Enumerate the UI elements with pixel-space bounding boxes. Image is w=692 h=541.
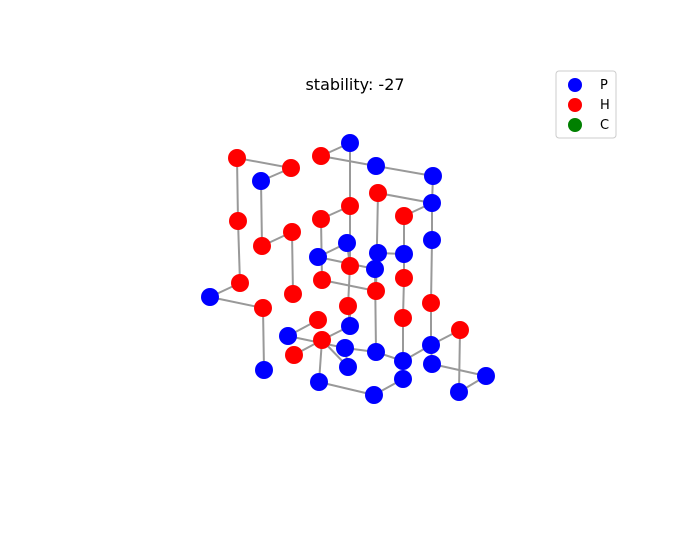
- atom-p: [450, 383, 468, 401]
- bond-line: [430, 239, 433, 304]
- bond-line: [237, 220, 241, 284]
- bond-line: [236, 157, 292, 169]
- legend-entry-h: H: [568, 98, 610, 113]
- atom-h: [282, 159, 300, 177]
- legend-label-p: P: [600, 78, 608, 93]
- bond-line: [260, 180, 263, 247]
- atom-p: [341, 134, 359, 152]
- atom-p: [367, 157, 385, 175]
- bond-line: [431, 363, 487, 377]
- atom-p: [279, 327, 297, 345]
- bond-line: [291, 231, 294, 295]
- atom-h: [283, 223, 301, 241]
- atom-h: [312, 210, 330, 228]
- atom-p: [366, 260, 384, 278]
- atom-h: [253, 237, 271, 255]
- bond-line: [458, 329, 461, 393]
- bond-line: [236, 157, 239, 222]
- legend-entry-p: P: [568, 78, 608, 93]
- legend-entry-c: C: [568, 118, 609, 133]
- atom-p: [394, 352, 412, 370]
- atom-p: [341, 317, 359, 335]
- atom-p: [395, 245, 413, 263]
- atom-h: [395, 207, 413, 225]
- bond-line: [209, 296, 264, 309]
- atom-h: [341, 257, 359, 275]
- atom-p: [423, 194, 441, 212]
- atom-p: [252, 172, 270, 190]
- atom-h: [341, 197, 359, 215]
- atoms: [201, 134, 495, 404]
- bond-line: [377, 192, 433, 204]
- plot-title: stability: -27: [305, 75, 404, 94]
- atom-p: [424, 167, 442, 185]
- atom-p: [255, 361, 273, 379]
- atom-p: [423, 231, 441, 249]
- atom-h: [339, 297, 357, 315]
- atom-h: [285, 346, 303, 364]
- atom-h: [394, 309, 412, 327]
- bond-line: [374, 268, 377, 353]
- atom-p: [477, 367, 495, 385]
- atom-p: [309, 248, 327, 266]
- bond-line: [318, 381, 375, 396]
- bond-line: [262, 307, 265, 371]
- atom-h: [395, 269, 413, 287]
- atom-p: [422, 336, 440, 354]
- atom-h: [422, 294, 440, 312]
- atom-h: [231, 274, 249, 292]
- atom-p: [336, 339, 354, 357]
- atom-h: [228, 149, 246, 167]
- atom-h: [309, 311, 327, 329]
- bond-line: [320, 155, 377, 167]
- atom-p: [394, 370, 412, 388]
- atom-p: [365, 386, 383, 404]
- legend-marker-p: [568, 78, 582, 92]
- legend-label-h: H: [600, 98, 610, 113]
- atom-p: [367, 343, 385, 361]
- atom-h: [367, 282, 385, 300]
- atom-h: [284, 285, 302, 303]
- bond-line: [375, 165, 434, 177]
- atom-h: [451, 321, 469, 339]
- atom-p: [201, 288, 219, 306]
- legend-label-c: C: [600, 118, 609, 133]
- atom-p: [423, 355, 441, 373]
- atom-h: [313, 331, 331, 349]
- legend-marker-h: [568, 98, 582, 112]
- atom-h: [369, 184, 387, 202]
- atom-h: [312, 147, 330, 165]
- atom-h: [313, 271, 331, 289]
- legend: P H C: [555, 70, 617, 139]
- atom-p: [310, 373, 328, 391]
- atom-h: [254, 299, 272, 317]
- atom-p: [338, 234, 356, 252]
- atom-p: [339, 358, 357, 376]
- legend-marker-c: [568, 118, 582, 132]
- atom-p: [369, 244, 387, 262]
- atom-h: [229, 212, 247, 230]
